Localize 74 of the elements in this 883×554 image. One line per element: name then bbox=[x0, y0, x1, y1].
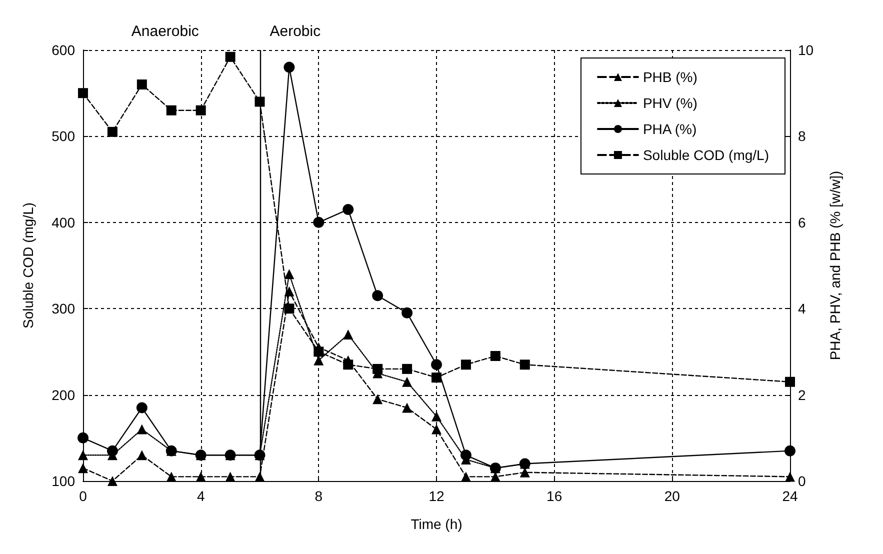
point bbox=[520, 360, 530, 370]
text: Aerobic bbox=[270, 23, 322, 40]
point bbox=[136, 450, 147, 460]
point bbox=[343, 329, 354, 340]
point bbox=[460, 472, 471, 482]
y-tick-label: 200 bbox=[52, 386, 76, 403]
point bbox=[342, 204, 354, 215]
point bbox=[254, 96, 265, 107]
y-tick-label: 600 bbox=[52, 42, 76, 58]
point bbox=[107, 476, 118, 486]
y-axis-title: Soluble COD (mg/L) bbox=[20, 202, 36, 329]
point bbox=[460, 360, 471, 370]
y2-tick-label: 6 bbox=[798, 214, 806, 230]
point bbox=[372, 290, 384, 302]
x-tick-label: 12 bbox=[428, 488, 444, 504]
point bbox=[432, 424, 442, 434]
point bbox=[78, 463, 88, 474]
point bbox=[136, 79, 147, 90]
point bbox=[785, 376, 795, 387]
x-tick-label: 20 bbox=[664, 488, 680, 504]
point bbox=[431, 359, 442, 370]
point bbox=[490, 351, 500, 362]
point bbox=[196, 472, 206, 482]
x-tick-label: 16 bbox=[546, 488, 562, 504]
legend-label: Soluble COD (mg/L) bbox=[642, 147, 770, 163]
point bbox=[284, 269, 294, 280]
point bbox=[78, 432, 88, 444]
point bbox=[785, 472, 795, 482]
legend-label: PHA (%) bbox=[642, 121, 697, 137]
point bbox=[225, 472, 236, 482]
point bbox=[166, 472, 176, 482]
point bbox=[372, 364, 383, 374]
point bbox=[225, 52, 236, 62]
y2-tick-label: 10 bbox=[798, 42, 814, 58]
y2-tick-label: 4 bbox=[798, 300, 806, 317]
point bbox=[136, 402, 148, 414]
point bbox=[343, 360, 354, 370]
y2-tick-label: 2 bbox=[798, 386, 806, 403]
point bbox=[402, 376, 412, 387]
point bbox=[78, 88, 88, 98]
point bbox=[78, 450, 88, 460]
legend-label: PHV (%) bbox=[642, 95, 698, 111]
point bbox=[372, 394, 383, 404]
point bbox=[284, 62, 295, 73]
y-tick-label: 400 bbox=[52, 214, 76, 230]
y2-tick-label: 8 bbox=[798, 128, 806, 144]
x-axis-title: Time (h) bbox=[410, 516, 462, 532]
point bbox=[402, 307, 413, 318]
point bbox=[784, 445, 796, 456]
point bbox=[432, 372, 442, 383]
point bbox=[432, 411, 442, 422]
point bbox=[196, 105, 206, 116]
point bbox=[106, 445, 118, 456]
point bbox=[166, 105, 176, 116]
y-tick-label: 500 bbox=[52, 128, 76, 144]
point bbox=[284, 304, 294, 314]
x-tick-label: 8 bbox=[314, 488, 323, 504]
text: Anaerobic bbox=[131, 23, 200, 40]
point bbox=[402, 364, 412, 374]
legend-label: PHB (%) bbox=[642, 69, 698, 85]
point bbox=[107, 126, 118, 137]
y-tick-label: 100 bbox=[52, 473, 76, 489]
point bbox=[402, 402, 412, 413]
y2-axis-title: PHA, PHV, and PHB (% [w/w]) bbox=[827, 170, 843, 360]
x-tick-label: 24 bbox=[782, 488, 798, 504]
point bbox=[313, 216, 324, 228]
point bbox=[314, 355, 324, 366]
y-tick-label: 300 bbox=[52, 300, 76, 317]
y2-tick-label: 0 bbox=[798, 473, 806, 489]
x-tick-label: 0 bbox=[79, 488, 88, 504]
point bbox=[314, 346, 324, 357]
x-tick-label: 4 bbox=[196, 488, 205, 504]
point bbox=[136, 424, 147, 434]
point bbox=[460, 450, 472, 461]
